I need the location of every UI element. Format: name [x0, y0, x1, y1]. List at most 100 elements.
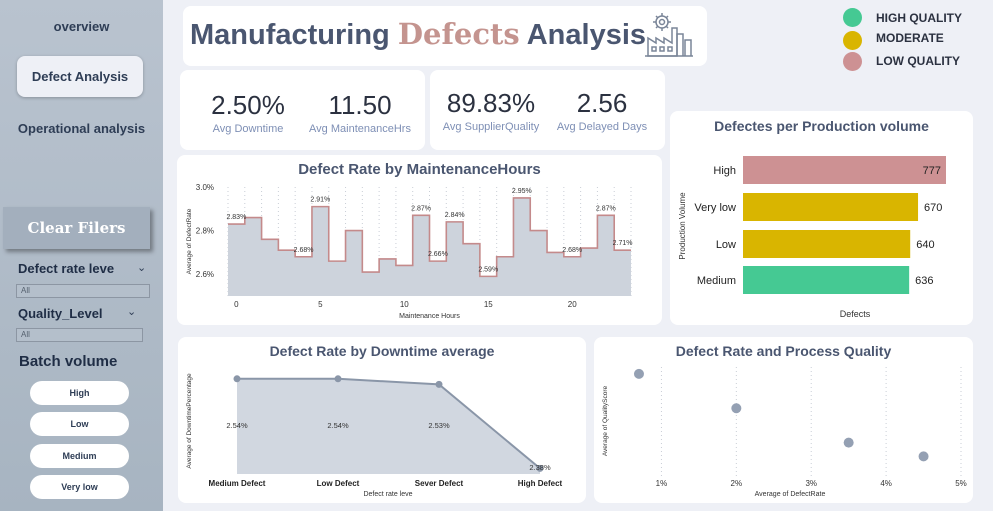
category-label: High Defect [518, 479, 563, 488]
data-label: 2.68% [294, 247, 314, 254]
clear-filters-button[interactable]: Clear Filers [3, 207, 150, 249]
x-axis-label: Average of DefectRate [755, 491, 826, 498]
batch-volume-title: Batch volume [19, 353, 118, 370]
batch-option-high[interactable]: High [30, 381, 129, 405]
data-label: 2.54% [327, 421, 349, 430]
data-label: 777 [923, 165, 941, 177]
legend-high-quality-dot [843, 8, 862, 27]
kpi-value: 11.50 [328, 90, 392, 120]
defect-rate-downtime-chart[interactable]: 2.54% Medium Defect 2.54% Low Defect 2.53% Se… [178, 337, 586, 503]
header-card [183, 6, 707, 66]
x-tick-label: 5% [955, 479, 967, 488]
x-tick-label: 2% [731, 479, 743, 488]
kpi-avg-downtime: 2.50% Avg Downtime [200, 90, 296, 135]
chart-title: Defect Rate by Downtime average [269, 343, 495, 359]
bar [743, 230, 911, 258]
kpi-value: 2.50% [211, 90, 285, 120]
data-label: 2.95% [512, 188, 532, 195]
x-tick-label: 0 [234, 300, 239, 309]
kpi-avg-supplier-quality: 89.83% Avg SupplierQuality [436, 88, 546, 133]
data-point [731, 403, 742, 414]
legend-moderate-dot [843, 31, 862, 50]
data-label: 2.66% [428, 251, 448, 258]
data-label: 2.38% [529, 463, 551, 472]
title-part2: Analysis [519, 19, 647, 51]
category-label: Low [716, 239, 736, 251]
legend-low-quality-dot [843, 52, 862, 71]
category-label: Low Defect [317, 479, 360, 488]
data-label: 2.54% [226, 421, 248, 430]
chevron-down-icon[interactable]: ⌄ [137, 262, 147, 274]
kpi-card-left [180, 70, 425, 150]
category-label: High [713, 165, 736, 177]
data-label: 640 [916, 239, 934, 251]
defect-rate-maintenance-chart[interactable]: 2.6% 2.8% 3.0% 0 5 10 15 20 2.83% 2.68% 2.91% 2.87%… [177, 155, 662, 325]
x-tick-label: 3% [805, 479, 817, 488]
x-tick-label: 1% [656, 479, 668, 488]
chart-title: Defect Rate by MaintenanceHours [298, 161, 541, 178]
x-tick-label: 4% [880, 479, 892, 488]
data-point [435, 380, 443, 388]
kpi-value: 2.56 [576, 88, 628, 118]
kpi-label: Avg SupplierQuality [442, 121, 540, 133]
category-label: Medium Defect [209, 479, 266, 488]
data-point [843, 437, 854, 448]
data-label: 2.68% [562, 247, 582, 254]
title-accent: Defects [397, 17, 520, 51]
area-fill [237, 378, 540, 474]
sidebar: overview Defect Analysis Operational ana… [0, 0, 163, 511]
filter-defect-rate-label: Defect rate leve [18, 261, 115, 276]
batch-option-low[interactable]: Low [30, 412, 129, 436]
defects-production-bar-chart[interactable]: High 777 Very low 670 Low 640 Medium 636 Defects… [670, 111, 973, 325]
page-title: Manufacturing Defects Analysis [190, 17, 646, 52]
series-line [228, 197, 631, 278]
y-tick-label: 2.6% [196, 270, 214, 279]
data-label: 670 [924, 202, 942, 214]
data-label: 2.87% [411, 205, 431, 212]
data-point [633, 368, 644, 379]
factory-gear-icon [645, 13, 693, 57]
filter-defect-rate-select[interactable]: All [16, 284, 150, 298]
y-tick-label: 2.8% [196, 227, 214, 236]
category-label: Sever Defect [415, 479, 464, 488]
data-point [918, 451, 929, 462]
y-axis-label: Average of QualityScore [602, 385, 609, 456]
kpi-label: Avg MaintenanceHrs [309, 123, 411, 135]
kpi-avg-maintenance-hrs: 11.50 Avg MaintenanceHrs [303, 90, 417, 135]
nav-operational-analysis[interactable]: Operational analysis [17, 121, 146, 136]
series-line [237, 377, 541, 470]
data-label: 2.83% [226, 214, 246, 221]
bar [743, 266, 910, 294]
chart-title: Defect Rate and Process Quality [675, 343, 892, 359]
filter-quality-level-select[interactable]: All [16, 328, 143, 342]
nav-overview[interactable]: overview [53, 19, 110, 34]
kpi-card-right [430, 70, 665, 150]
x-axis-label: Defect rate leve [363, 491, 412, 498]
y-axis-label: Average of DefectRate [186, 208, 193, 274]
x-tick-label: 15 [484, 300, 493, 309]
nav-defect-analysis[interactable]: Defect Analysis [17, 56, 143, 97]
data-label: 636 [915, 275, 933, 287]
legend-moderate-label: MODERATE [876, 31, 944, 45]
filter-quality-level-label: Quality_Level [18, 306, 103, 321]
title-part1: Manufacturing [190, 19, 398, 51]
y-axis-label: Average of DowntimePercentage [186, 373, 193, 469]
category-label: Very low [694, 202, 736, 214]
x-axis-label: Defects [840, 309, 871, 319]
data-label: 2.59% [478, 266, 498, 273]
legend-low-quality-label: LOW QUALITY [876, 54, 960, 68]
bar [743, 193, 919, 221]
defect-rate-quality-scatter[interactable]: 1% 2% 3% 4% 5% Average of DefectRate Average o… [594, 337, 973, 503]
batch-option-medium[interactable]: Medium [30, 444, 129, 468]
data-label: 2.53% [428, 421, 450, 430]
data-label: 2.84% [445, 212, 465, 219]
legend-high-quality-label: HIGH QUALITY [876, 11, 962, 25]
y-tick-label: 3.0% [196, 183, 214, 192]
data-point [334, 375, 342, 383]
x-tick-label: 5 [318, 300, 323, 309]
x-tick-label: 10 [400, 300, 409, 309]
x-tick-label: 20 [568, 300, 577, 309]
batch-option-very-low[interactable]: Very low [30, 475, 129, 499]
chart-card-process-quality [594, 337, 973, 503]
chevron-down-icon[interactable]: ⌄ [127, 306, 137, 318]
